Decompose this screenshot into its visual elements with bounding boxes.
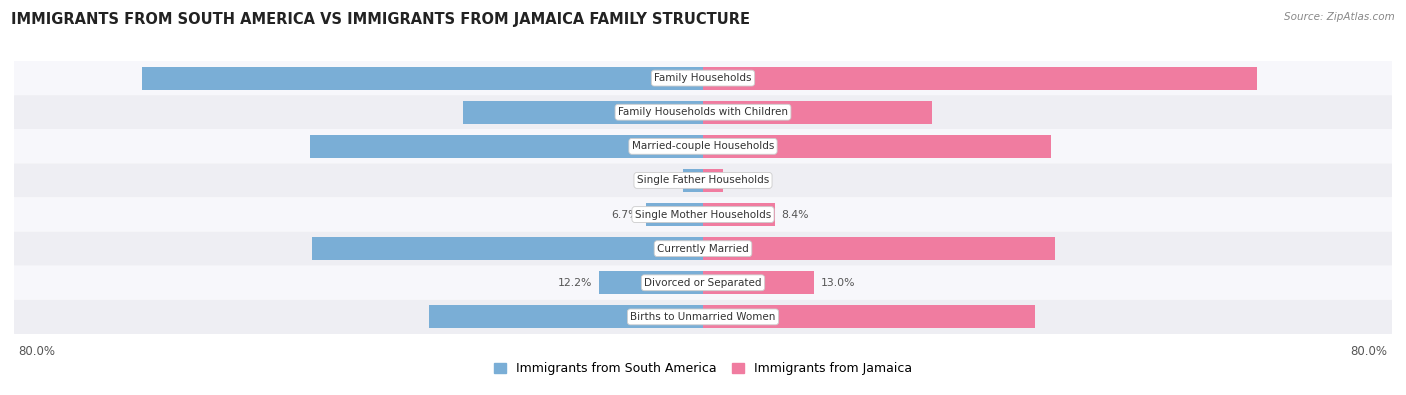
Bar: [703, 169, 723, 192]
Text: Currently Married: Currently Married: [657, 244, 749, 254]
Text: 80.0%: 80.0%: [1351, 345, 1388, 358]
Bar: [703, 305, 1035, 329]
Text: 6.7%: 6.7%: [612, 210, 638, 220]
Text: Divorced or Separated: Divorced or Separated: [644, 278, 762, 288]
Bar: [703, 237, 1054, 260]
FancyBboxPatch shape: [14, 164, 1392, 198]
Text: Married-couple Households: Married-couple Households: [631, 141, 775, 151]
Text: 65.6%: 65.6%: [686, 73, 724, 83]
Text: 32.0%: 32.0%: [686, 312, 724, 322]
FancyBboxPatch shape: [14, 129, 1392, 164]
Bar: [429, 305, 703, 329]
Bar: [464, 101, 703, 124]
Text: 45.9%: 45.9%: [686, 141, 724, 151]
Bar: [645, 203, 703, 226]
Text: 13.0%: 13.0%: [821, 278, 856, 288]
FancyBboxPatch shape: [14, 95, 1392, 129]
Text: Single Mother Households: Single Mother Households: [636, 210, 770, 220]
Text: Births to Unmarried Women: Births to Unmarried Women: [630, 312, 776, 322]
Text: Family Households with Children: Family Households with Children: [619, 107, 787, 117]
FancyBboxPatch shape: [14, 231, 1392, 266]
Bar: [703, 135, 1052, 158]
Text: 2.3%: 2.3%: [650, 175, 676, 185]
Text: 8.4%: 8.4%: [782, 210, 810, 220]
Bar: [703, 101, 932, 124]
Bar: [683, 169, 703, 192]
Text: Source: ZipAtlas.com: Source: ZipAtlas.com: [1284, 12, 1395, 22]
Text: 12.2%: 12.2%: [557, 278, 592, 288]
Text: 28.0%: 28.0%: [686, 107, 724, 117]
Text: 64.7%: 64.7%: [682, 73, 720, 83]
Bar: [142, 66, 703, 90]
Text: 80.0%: 80.0%: [18, 345, 55, 358]
Legend: Immigrants from South America, Immigrants from Jamaica: Immigrants from South America, Immigrant…: [489, 357, 917, 380]
Text: Single Father Households: Single Father Households: [637, 175, 769, 185]
FancyBboxPatch shape: [14, 266, 1392, 300]
Text: Family Households: Family Households: [654, 73, 752, 83]
Text: IMMIGRANTS FROM SOUTH AMERICA VS IMMIGRANTS FROM JAMAICA FAMILY STRUCTURE: IMMIGRANTS FROM SOUTH AMERICA VS IMMIGRA…: [11, 12, 751, 27]
FancyBboxPatch shape: [14, 300, 1392, 334]
Text: 38.8%: 38.8%: [682, 312, 720, 322]
Bar: [703, 203, 775, 226]
FancyBboxPatch shape: [14, 198, 1392, 231]
Text: 45.7%: 45.7%: [686, 244, 724, 254]
Bar: [311, 135, 703, 158]
Bar: [312, 237, 703, 260]
Text: 2.3%: 2.3%: [730, 175, 756, 185]
Text: 26.8%: 26.8%: [682, 107, 720, 117]
Bar: [599, 271, 703, 294]
Bar: [703, 66, 1257, 90]
Bar: [703, 271, 814, 294]
Text: 40.7%: 40.7%: [682, 141, 720, 151]
FancyBboxPatch shape: [14, 61, 1392, 95]
Text: 41.1%: 41.1%: [682, 244, 720, 254]
